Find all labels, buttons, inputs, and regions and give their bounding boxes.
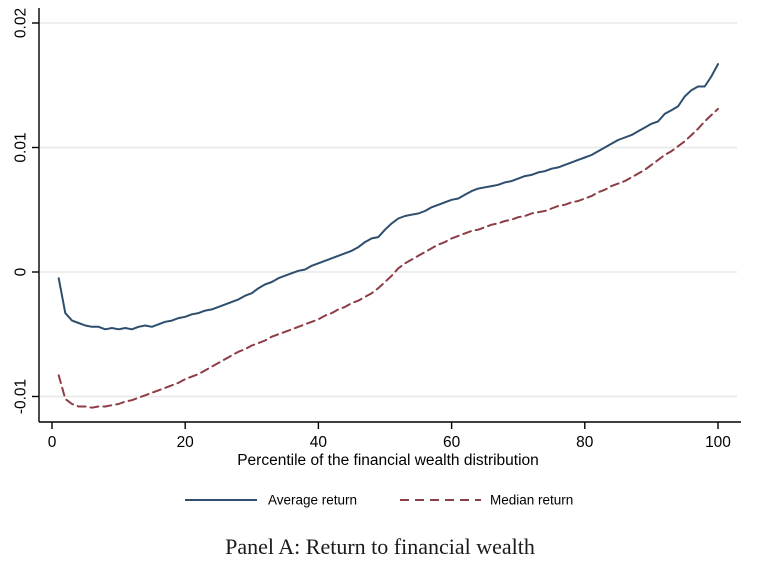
axes xyxy=(38,8,741,423)
average-return-line xyxy=(57,63,719,331)
x-tick-label: 20 xyxy=(177,434,195,451)
x-tick-label: 100 xyxy=(705,434,731,451)
y-tick-label: 0.02 xyxy=(12,8,29,38)
y-tick-label: -0.01 xyxy=(12,379,29,414)
panel-title: Panel A: Return to financial wealth xyxy=(225,534,535,559)
y-tick-label: 0 xyxy=(12,267,29,276)
series-lines xyxy=(57,63,719,409)
median-return-line xyxy=(57,107,719,409)
x-tick-label: 40 xyxy=(310,434,328,451)
legend-label-average-return: Average return xyxy=(268,493,357,508)
x-tick-label: 80 xyxy=(576,434,594,451)
x-tick-label: 60 xyxy=(443,434,461,451)
tick-layer: 0.02 0.01 0 -0.01 0 20 40 60 80 100 xyxy=(12,8,731,451)
x-axis-title: Percentile of the financial wealth distr… xyxy=(237,452,539,469)
y-tick-label: 0.01 xyxy=(12,132,29,162)
gridlines xyxy=(40,22,737,398)
legend: Average return Median return xyxy=(185,493,573,508)
x-tick-label: 0 xyxy=(48,434,57,451)
legend-label-median-return: Median return xyxy=(490,493,573,508)
